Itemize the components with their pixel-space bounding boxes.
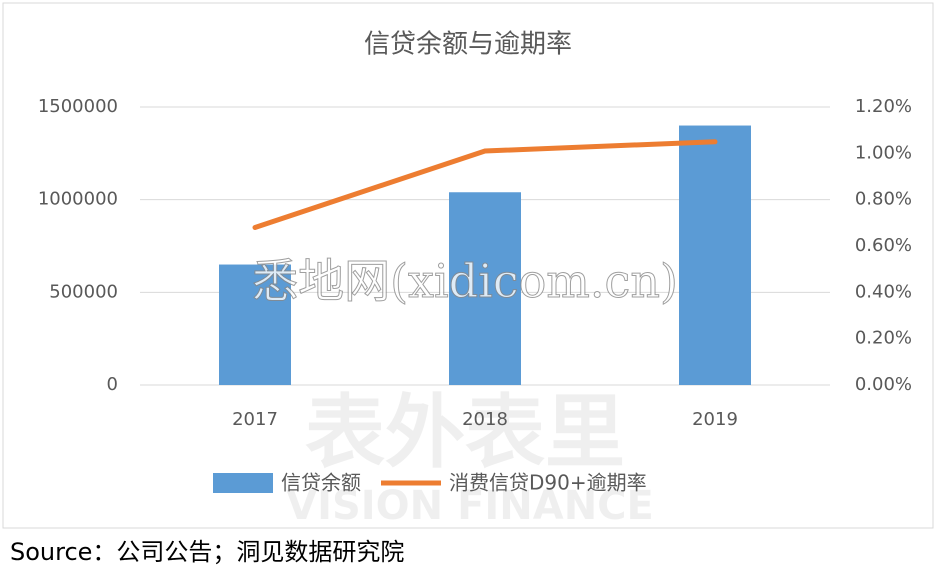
y2-tick-label: 1.20%: [855, 96, 912, 117]
line: [252, 139, 718, 230]
y-tick-label: 0: [107, 374, 118, 395]
x-tick-label: 2017: [232, 409, 278, 430]
bar: [679, 125, 751, 386]
x-tick-label: 2018: [462, 409, 508, 430]
watermark-logo: 表外表里: [305, 386, 625, 479]
y2-tick-label: 0.80%: [855, 189, 912, 210]
watermark: 悉地网(xidicom.cn): [252, 254, 678, 308]
legend-swatch: [213, 473, 273, 493]
y-tick-label: 1500000: [38, 96, 118, 117]
legend-label: 消费信贷D90+逾期率: [449, 471, 647, 495]
legend-label: 信贷余额: [281, 471, 361, 495]
y2-tick-label: 0.00%: [855, 374, 912, 395]
y2-tick-label: 0.40%: [855, 281, 912, 302]
bar: [449, 192, 521, 385]
watermark-logo-sub: VISION FINANCE: [286, 483, 654, 529]
y2-tick-label: 1.00%: [855, 142, 912, 163]
y-tick-label: 1000000: [38, 189, 118, 210]
y2-tick-label: 0.20%: [855, 328, 912, 349]
y-tick-label: 500000: [49, 281, 118, 302]
bar: [219, 264, 291, 385]
source: Source：公司公告；洞见数据研究院: [10, 538, 404, 566]
chart-title: 信贷余额与逾期率: [364, 30, 572, 60]
y2-tick-label: 0.60%: [855, 235, 912, 256]
x-tick-label: 2019: [692, 409, 738, 430]
